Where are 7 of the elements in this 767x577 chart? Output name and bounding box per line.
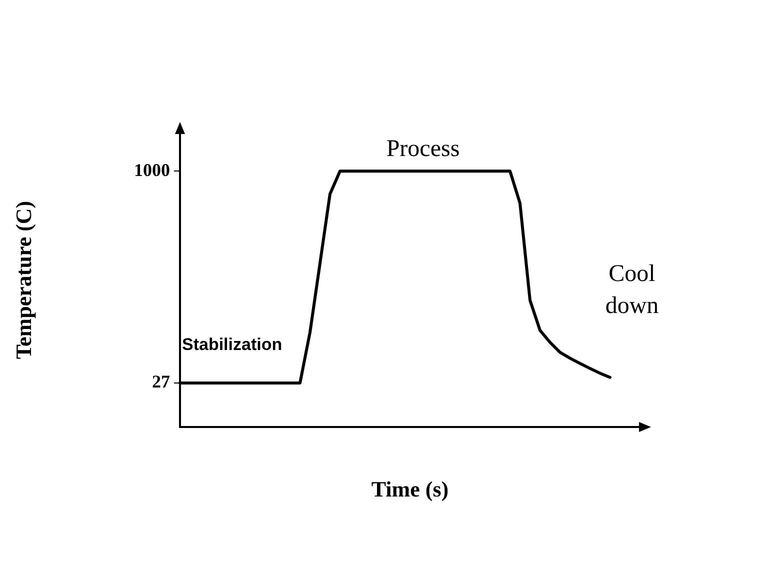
y-tick-label: 1000 (134, 160, 170, 180)
y-axis-title: Temperature (C) (10, 200, 36, 360)
x-axis-title: Time (s) (371, 476, 449, 502)
annotation: Stabilization (182, 334, 282, 356)
y-tick-label: 27 (152, 372, 170, 392)
annotation: Cool down (604, 260, 660, 322)
annotation: Process (386, 135, 460, 164)
